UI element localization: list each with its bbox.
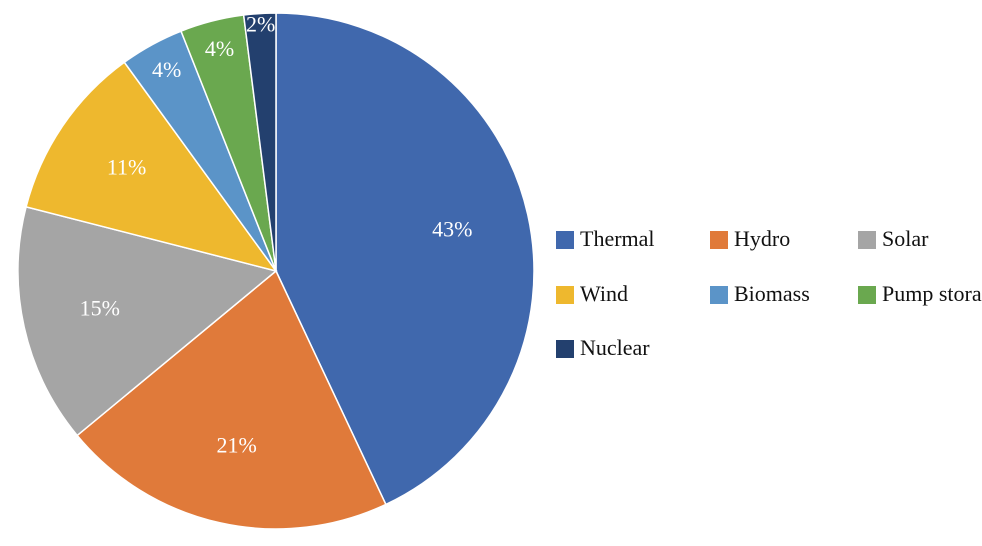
slice-label: 43% bbox=[432, 217, 472, 242]
slice-label: 4% bbox=[152, 57, 181, 82]
legend-swatch bbox=[858, 231, 876, 249]
legend-label: Biomass bbox=[734, 281, 810, 306]
pie-slice bbox=[275, 12, 535, 506]
slice-label: 21% bbox=[216, 432, 256, 457]
legend-label: Nuclear bbox=[580, 335, 650, 360]
pie-slice bbox=[242, 12, 277, 272]
legend-label: Wind bbox=[580, 281, 628, 306]
legend-label: Pump storage bbox=[882, 281, 982, 306]
legend-swatch bbox=[858, 286, 876, 304]
pie-slice bbox=[25, 61, 278, 273]
legend-swatch bbox=[556, 231, 574, 249]
legend-swatch bbox=[556, 286, 574, 304]
slice-label: 15% bbox=[80, 295, 120, 320]
legend-swatch bbox=[556, 340, 574, 358]
legend-swatch bbox=[710, 231, 728, 249]
slice-label: 11% bbox=[107, 155, 147, 180]
slice-label: 4% bbox=[205, 36, 234, 61]
legend-label: Solar bbox=[882, 226, 929, 251]
pie-slice bbox=[76, 269, 387, 530]
legend-swatch bbox=[710, 286, 728, 304]
slice-label: 2% bbox=[246, 11, 275, 36]
legend-label: Thermal bbox=[580, 226, 655, 251]
pie-slice bbox=[17, 205, 278, 437]
legend-label: Hydro bbox=[734, 226, 790, 251]
